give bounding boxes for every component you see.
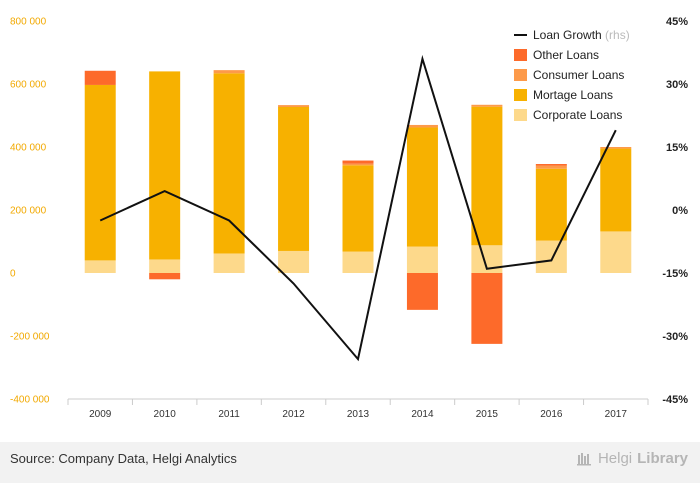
bar-segment-consumer-loans	[278, 105, 310, 107]
bar-segment-mortage-loans	[84, 84, 116, 261]
legend-swatch-other-loans	[514, 49, 527, 61]
bar-segment-other-loans	[149, 273, 181, 280]
x-axis-tick-label: 2013	[347, 409, 370, 420]
bar-segment-mortage-loans	[406, 127, 438, 247]
bar-segment-corporate-loans	[535, 240, 567, 273]
bar-segment-corporate-loans	[406, 246, 438, 273]
x-axis-tick-label: 2010	[154, 409, 177, 420]
right-axis-tick-label: 0%	[672, 205, 688, 217]
legend-label-mortage-loans: Mortage Loans	[533, 88, 613, 102]
legend-swatch-consumer-loans	[514, 69, 527, 81]
bar-segment-consumer-loans	[535, 165, 567, 169]
left-axis-tick-label: -200 000	[10, 332, 50, 343]
right-axis-tick-label: -30%	[662, 331, 688, 343]
left-axis-tick-label: 400 000	[10, 143, 47, 154]
bar-segment-consumer-loans	[213, 70, 245, 74]
source-note: Source: Company Data, Helgi Analytics	[10, 451, 237, 466]
bar-segment-consumer-loans	[406, 124, 438, 128]
bar-segment-mortage-loans	[149, 71, 181, 260]
legend-label-loan-growth: Loan Growth (rhs)	[533, 28, 630, 42]
legend-label-rhs-note: (rhs)	[605, 28, 630, 42]
x-axis-tick-label: 2015	[476, 409, 499, 420]
left-axis-tick-label: 200 000	[10, 206, 47, 217]
bar-segment-corporate-loans	[84, 260, 116, 273]
bar-segment-corporate-loans	[342, 251, 374, 273]
library-icon	[576, 452, 591, 465]
left-axis-tick-label: 600 000	[10, 80, 47, 91]
right-axis-tick-label: 45%	[666, 16, 688, 28]
bar-segment-other-loans	[535, 164, 567, 166]
bar-segment-other-loans	[406, 273, 438, 310]
x-axis-tick-label: 2009	[89, 409, 112, 420]
x-axis-tick-label: 2017	[605, 409, 628, 420]
x-axis-tick-label: 2014	[411, 409, 434, 420]
left-axis-tick-label: 800 000	[10, 17, 47, 28]
legend-swatch-mortage-loans	[514, 89, 527, 101]
left-axis-tick-label: 0	[10, 269, 16, 280]
legend-label-corporate-loans: Corporate Loans	[533, 108, 622, 122]
brand-logo: Helgi Library	[576, 450, 688, 467]
legend-swatch-corporate-loans	[514, 109, 527, 121]
left-axis-tick-label: -400 000	[10, 395, 50, 406]
bar-segment-consumer-loans	[342, 163, 374, 166]
bar-segment-mortage-loans	[600, 148, 632, 232]
bar-segment-other-loans	[84, 70, 116, 85]
brand-name-light: Helgi	[597, 450, 633, 467]
bar-segment-other-loans	[471, 273, 503, 344]
bar-segment-other-loans	[342, 160, 374, 164]
brand-name-bold: Library	[637, 450, 688, 467]
bar-segment-corporate-loans	[213, 253, 245, 273]
bar-segment-mortage-loans	[278, 106, 310, 251]
loan-chart: 800 000 600 000 400 000 200 000 0 -200 000 -40…	[10, 16, 688, 420]
bar-segment-mortage-loans	[342, 165, 374, 252]
right-axis-tick-label: 30%	[666, 79, 688, 91]
right-axis-tick-label: 15%	[666, 142, 688, 154]
loan-growth-line	[99, 54, 617, 362]
bar-segment-corporate-loans	[600, 231, 632, 273]
bar-segment-consumer-loans	[471, 104, 503, 107]
right-axis-tick-label: -15%	[662, 268, 688, 280]
x-axis-tick-label: 2011	[218, 409, 240, 420]
legend-label-other-loans: Other Loans	[533, 48, 599, 62]
right-axis-tick-label: -45%	[662, 394, 688, 406]
bar-segment-mortage-loans	[213, 73, 245, 254]
bar-segment-consumer-loans	[600, 147, 632, 149]
x-axis-tick-label: 2012	[282, 409, 305, 420]
footer-bar: Source: Company Data, Helgi Analytics He…	[0, 442, 700, 483]
bar-segment-mortage-loans	[535, 168, 567, 241]
x-axis-tick-label: 2016	[540, 409, 563, 420]
bar-segment-mortage-loans	[471, 106, 503, 246]
bar-segment-corporate-loans	[278, 250, 310, 273]
legend-label-consumer-loans: Consumer Loans	[533, 68, 624, 82]
bar-segment-corporate-loans	[149, 259, 181, 273]
